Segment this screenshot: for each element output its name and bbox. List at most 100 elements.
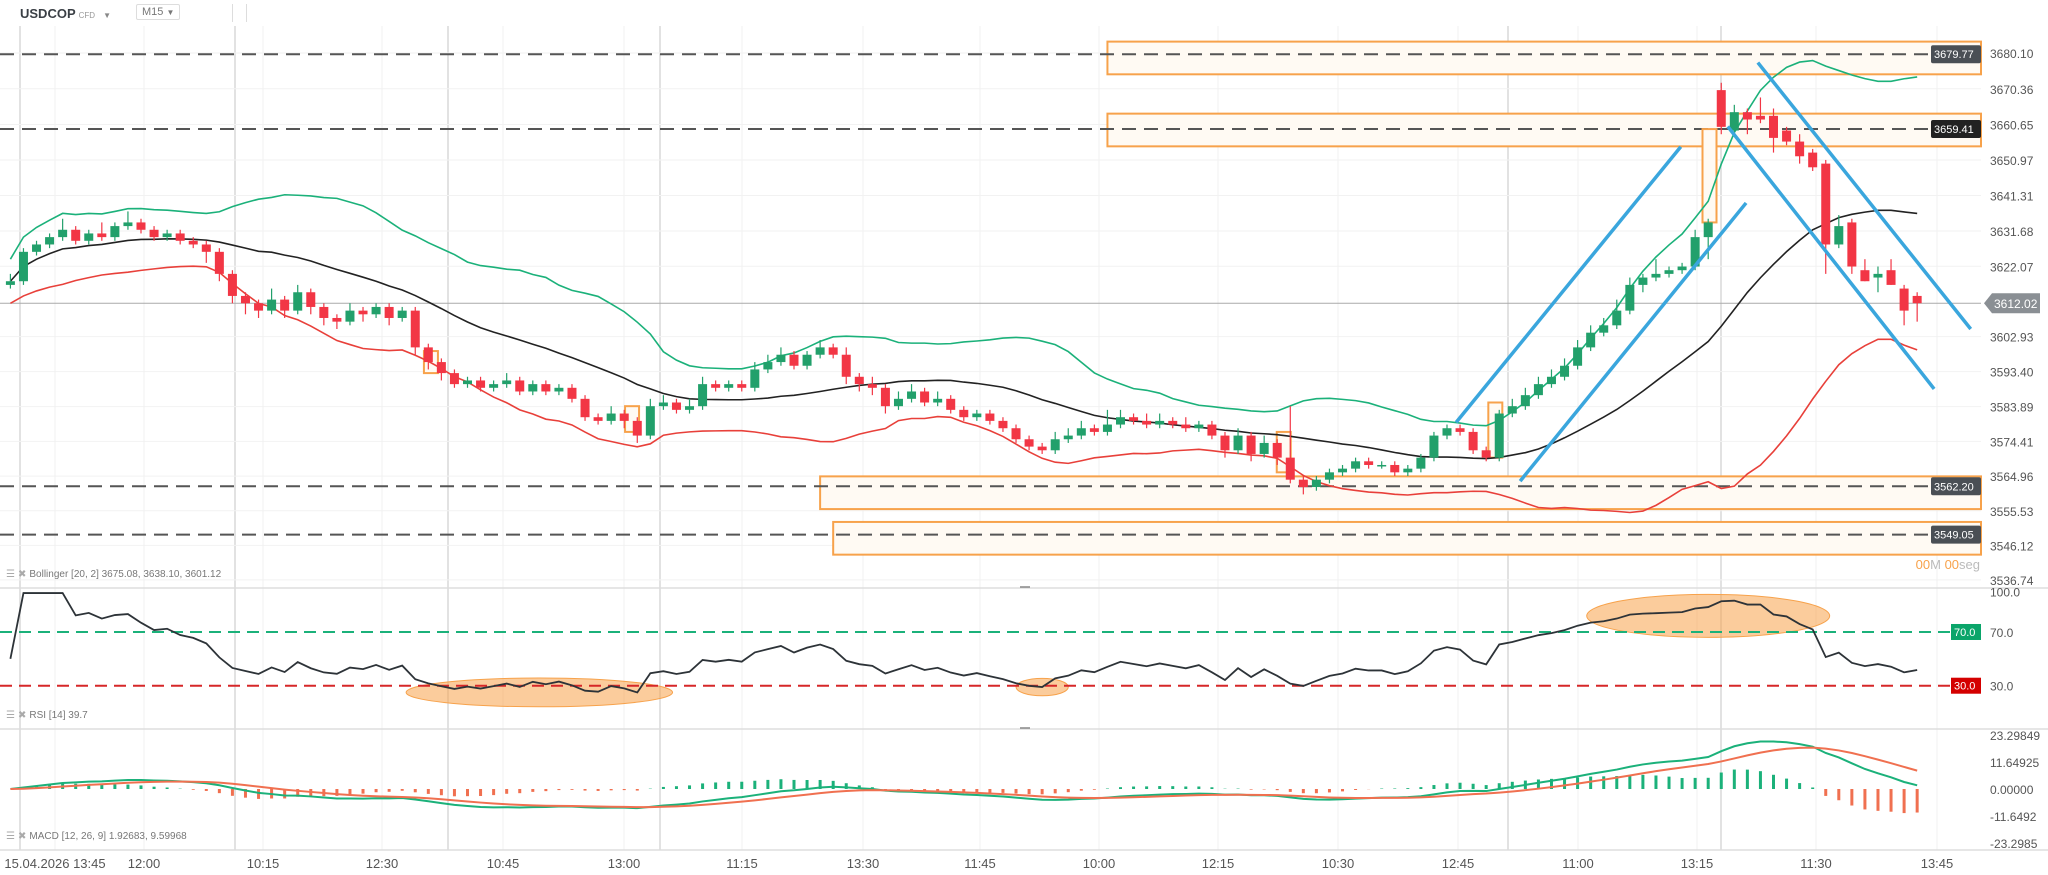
candle <box>776 347 786 366</box>
candle <box>423 343 433 370</box>
candle-body <box>1729 112 1739 131</box>
candle <box>1050 431 1060 454</box>
candle-body <box>1834 226 1844 245</box>
candle <box>1351 457 1361 473</box>
candle <box>1573 340 1583 370</box>
candle-body <box>423 347 433 363</box>
candle <box>1233 428 1243 454</box>
countdown-minutes-unit: M <box>1930 557 1941 572</box>
candle-countdown: 00M 00seg <box>1916 557 1980 572</box>
candle-body <box>254 303 264 311</box>
current-price-text: 3612.02 <box>1994 297 2038 311</box>
candle <box>254 299 264 318</box>
candle-body <box>1716 90 1726 127</box>
candle <box>371 303 381 318</box>
candle-body <box>293 292 303 311</box>
close-icon[interactable]: ✖ <box>17 831 27 842</box>
candle <box>1285 406 1295 484</box>
candle-body <box>1194 424 1204 429</box>
candle <box>32 240 42 256</box>
price-axis-label: 3546.12 <box>1990 539 2034 553</box>
candle-body <box>985 413 995 421</box>
candle-body <box>763 362 773 370</box>
candle-body <box>1403 468 1413 473</box>
candle-body <box>1024 439 1034 447</box>
candle-body <box>580 398 590 418</box>
candle-body <box>776 354 786 363</box>
candle-body <box>18 251 28 282</box>
candle-body <box>489 384 499 388</box>
candle <box>240 292 250 315</box>
settings-icon[interactable]: ☰ <box>6 569 15 580</box>
candle <box>1742 108 1752 135</box>
candle-body <box>841 354 851 377</box>
settings-icon[interactable]: ☰ <box>6 831 15 842</box>
candle-body <box>1129 417 1139 421</box>
rsi-legend: ☰ ✖ RSI [14] 39.7 <box>6 710 88 721</box>
candle <box>1612 299 1622 330</box>
settings-icon[interactable]: ☰ <box>6 710 15 721</box>
candle-body <box>528 384 538 392</box>
candle-body <box>998 420 1008 429</box>
candle-body <box>476 380 486 388</box>
symbol-selector[interactable]: USDCOP CFD ▼ <box>20 6 111 21</box>
candle-body <box>920 391 930 403</box>
candle-body <box>1860 270 1870 282</box>
candle <box>1507 398 1517 418</box>
candle <box>58 218 68 241</box>
candle-body <box>1298 479 1308 488</box>
rsi-highlight-ellipse <box>1586 593 1831 638</box>
candle-body <box>149 229 159 238</box>
candle-body <box>802 354 812 366</box>
candle-body <box>1233 435 1243 451</box>
candle-body <box>1207 424 1217 436</box>
price-axis-label: 3574.41 <box>1990 435 2034 449</box>
candle-body <box>1037 446 1047 451</box>
candle-body <box>1912 295 1922 304</box>
candle-body <box>1651 273 1661 278</box>
candle-body <box>671 402 681 410</box>
candle-body <box>685 406 695 410</box>
candle-body <box>724 384 734 388</box>
candle <box>489 380 499 392</box>
close-icon[interactable]: ✖ <box>17 569 27 580</box>
candle <box>1455 424 1465 436</box>
candle-body <box>384 306 394 318</box>
candle <box>1390 461 1400 477</box>
candle <box>1024 435 1034 451</box>
candle <box>1860 259 1870 282</box>
candle <box>463 376 472 388</box>
bollinger-lower-band <box>10 265 1918 514</box>
trend-channel-line <box>1726 125 1936 390</box>
candle <box>1821 159 1831 274</box>
candle-body <box>1873 273 1883 278</box>
candle-body <box>175 233 185 241</box>
candle-body <box>972 413 982 418</box>
candle-body <box>332 317 342 322</box>
candle <box>1520 387 1530 410</box>
trend-channel-line <box>1756 61 1973 331</box>
candle <box>319 303 329 326</box>
candle-body <box>1102 424 1112 432</box>
candle <box>1076 420 1086 440</box>
candle-body <box>1285 457 1295 480</box>
candle-body <box>1116 417 1125 425</box>
candle-body <box>1089 428 1099 432</box>
candle <box>267 288 277 315</box>
candle <box>1324 468 1334 484</box>
close-icon[interactable]: ✖ <box>17 710 27 721</box>
time-axis-label: 12:45 <box>1442 856 1475 871</box>
candle-body <box>893 398 903 407</box>
candle <box>1664 266 1674 278</box>
candle <box>802 351 812 370</box>
candle-body <box>593 417 603 421</box>
candle <box>410 306 420 355</box>
candle-body <box>1272 442 1282 458</box>
candle-body <box>97 233 107 238</box>
bollinger-middle-band <box>9 209 1918 460</box>
candle <box>476 376 486 392</box>
candle-body <box>698 384 708 407</box>
candle-body <box>606 413 616 421</box>
timeframe-selector[interactable]: M15 ▼ <box>136 4 181 20</box>
